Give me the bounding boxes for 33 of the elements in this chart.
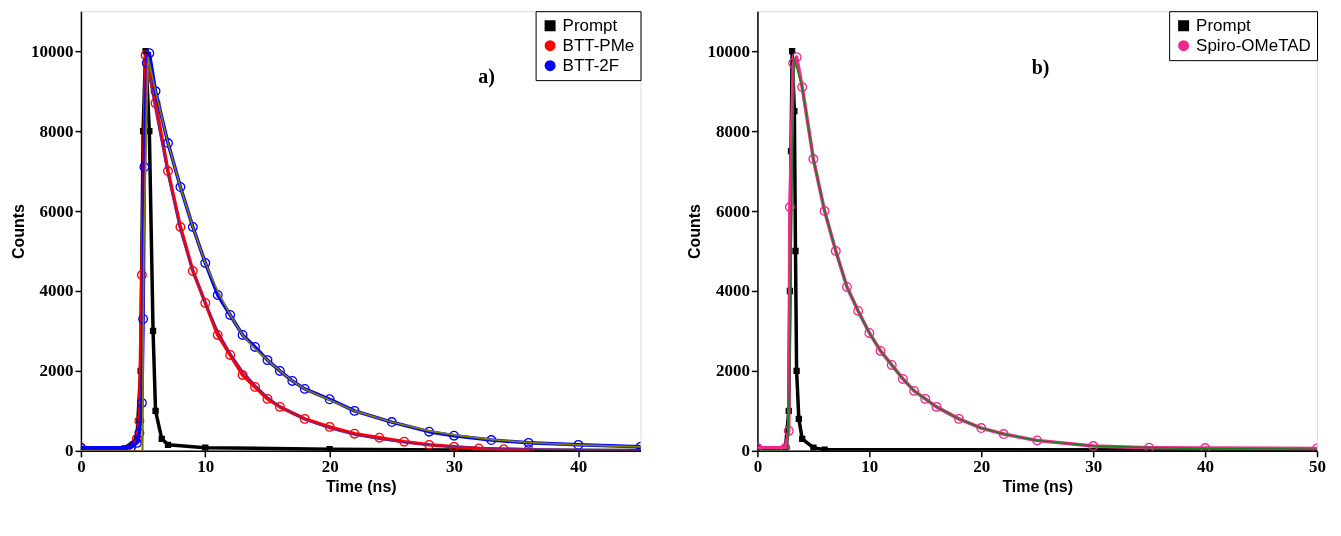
x-axis-title: Time (ns) — [325, 478, 397, 496]
legend-label: BTT-PMe — [562, 35, 635, 55]
x-axis-title: Time (ns) — [1002, 478, 1074, 496]
y-axis-title: Counts — [9, 203, 27, 260]
x-tick-label: 30 — [1085, 457, 1103, 477]
legend-label: BTT-2F — [562, 55, 620, 75]
x-tick-label: 40 — [570, 457, 588, 477]
x-tick-label: 10 — [861, 457, 879, 477]
x-tick-label: 30 — [446, 457, 463, 477]
y-tick-label: 2000 — [716, 361, 750, 381]
x-tick-label: 20 — [321, 457, 339, 477]
y-tick-label: 4000 — [39, 281, 74, 301]
y-tick-label: 6000 — [716, 201, 750, 221]
y-tick-label: 0 — [64, 441, 74, 461]
y-tick-label: 0 — [741, 441, 750, 461]
x-tick-label: 20 — [973, 457, 991, 477]
y-tick-label: 6000 — [39, 201, 74, 221]
y-axis-title: Counts — [686, 203, 704, 260]
legend-label: Prompt — [562, 15, 618, 35]
y-tick-label: 8000 — [39, 121, 74, 141]
annotation: a) — [478, 65, 495, 89]
y-tick-label: 10000 — [707, 41, 750, 61]
x-tick-label: 50 — [1309, 457, 1326, 477]
legend-label: Spiro-OMeTAD — [1196, 35, 1311, 55]
y-tick-label: 4000 — [716, 281, 750, 301]
y-tick-label: 2000 — [39, 361, 74, 381]
x-tick-label: 0 — [753, 457, 763, 477]
legend-label: Prompt — [1196, 15, 1252, 35]
x-tick-label: 10 — [197, 457, 215, 477]
y-tick-label: 10000 — [31, 41, 74, 61]
x-tick-label: 40 — [1197, 457, 1215, 477]
annotation: b) — [1031, 56, 1050, 80]
y-tick-label: 8000 — [716, 121, 750, 141]
